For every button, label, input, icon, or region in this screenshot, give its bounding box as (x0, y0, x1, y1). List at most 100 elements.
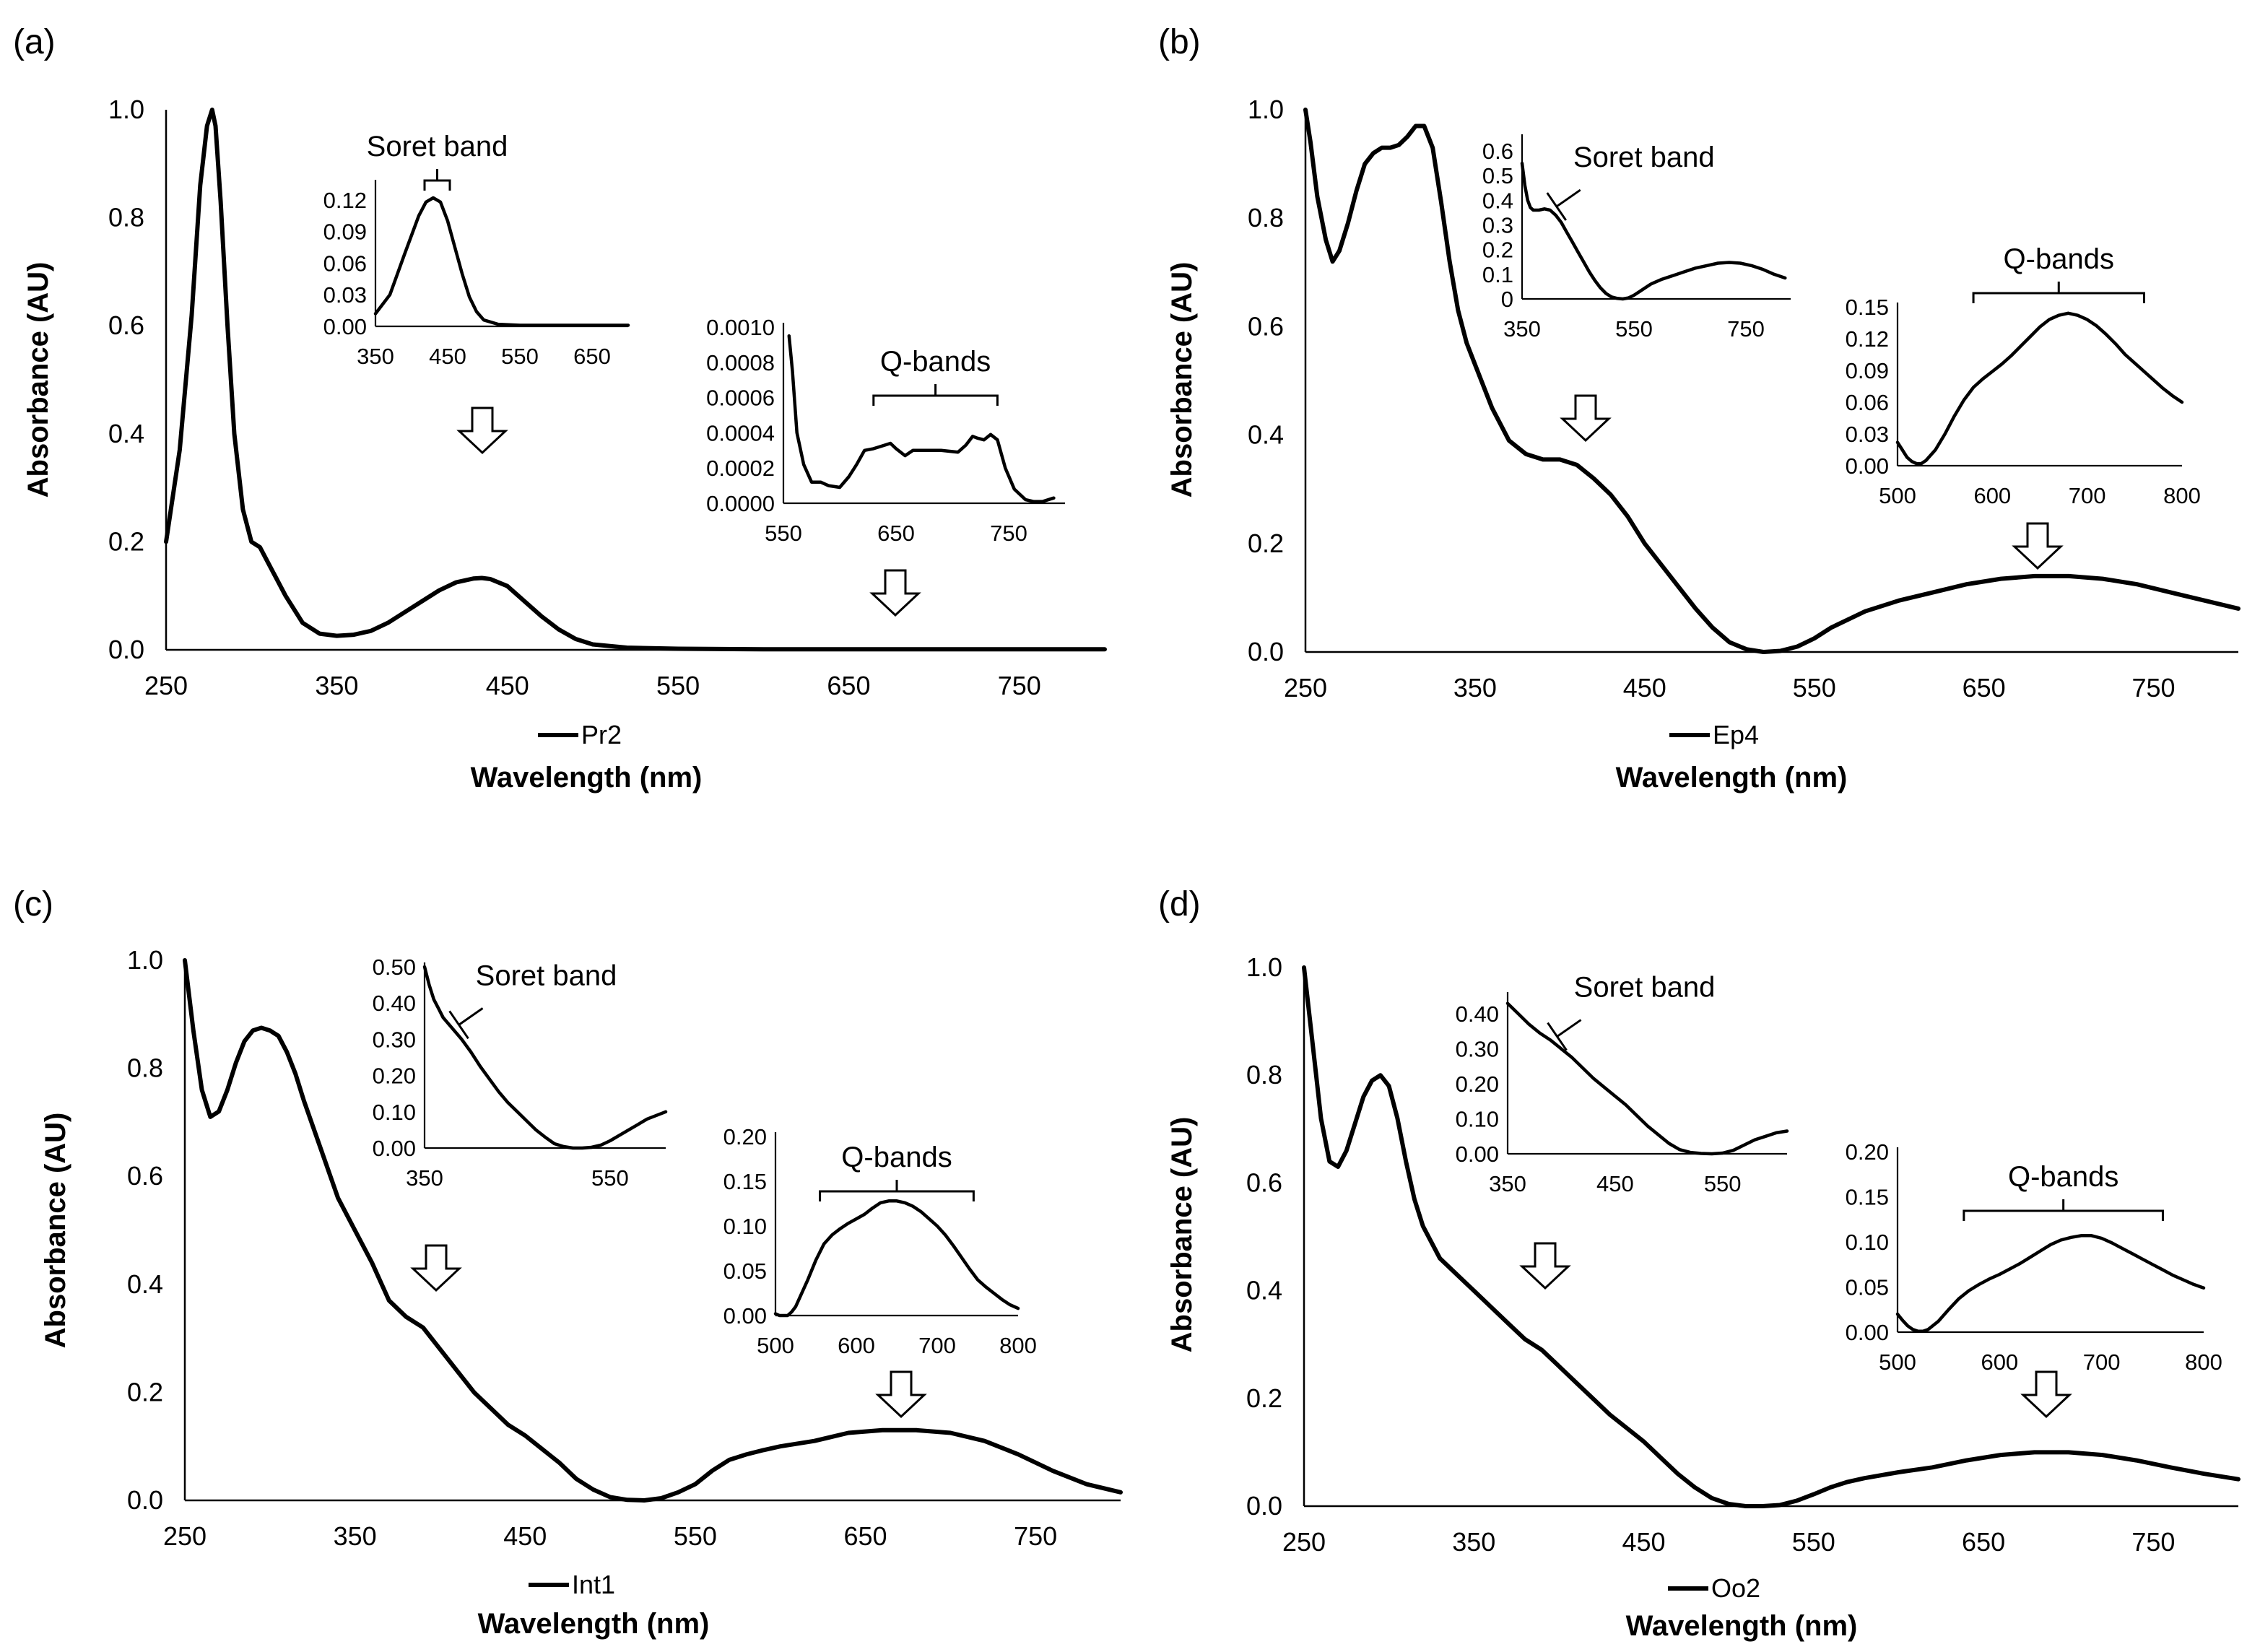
x-tick-label: 750 (2131, 1527, 2175, 1557)
inset-y-tick-label: 0.00 (373, 1136, 416, 1161)
y-axis-title: Absorbance (AU) (22, 262, 54, 498)
x-tick-label: 750 (998, 671, 1041, 700)
x-tick-label: 450 (503, 1521, 547, 1551)
inset-y-tick-label: 0.03 (1846, 422, 1889, 447)
x-tick-label: 750 (1014, 1521, 1057, 1551)
y-tick-label: 0.4 (1246, 1276, 1282, 1305)
series-line-Pr2 (164, 108, 1107, 652)
y-tick-label: 0.2 (127, 1377, 163, 1407)
inset-y-tick-label: 0.06 (323, 251, 367, 276)
inset-y-tick-label: 0.00 (1846, 453, 1889, 479)
inset-y-tick-label: 0.00 (1456, 1142, 1499, 1167)
inset-y-tick-label: 0.0008 (706, 350, 775, 375)
inset-y-tick-label: 0.2 (1482, 238, 1513, 263)
series-line-Ep4 (1303, 108, 2241, 654)
inset-annotation: Soret band (476, 960, 617, 991)
inset-y-tick-label: 0.50 (373, 955, 416, 980)
inset-y-tick-label: 0.20 (1846, 1139, 1889, 1165)
panel-d: (d) 0.0 0.2 0.4 0.6 0.8 1.0 250 350 450 550 650 750 O… (1158, 885, 2241, 1642)
y-tick-label: 0.2 (108, 526, 144, 556)
inset-annotation: Q-bands (2004, 243, 2114, 275)
inset-x-tick-label: 350 (406, 1165, 443, 1191)
inset-x-tick-label: 500 (1879, 483, 1916, 508)
bracket (1547, 1019, 1582, 1051)
y-axis-title: Absorbance (AU) (1166, 1117, 1198, 1353)
down-arrow-icon (1519, 1242, 1571, 1290)
inset-y-tick-label: 0.20 (373, 1064, 416, 1089)
inset-curve (1520, 161, 1787, 301)
x-tick-label: 550 (674, 1521, 717, 1551)
y-tick-label: 1.0 (108, 95, 144, 124)
y-tick-label: 0.2 (1246, 1383, 1282, 1413)
panel-b: (b) 0.0 0.2 0.4 0.6 0.8 1.0 250 350 450 550 650 750 E… (1158, 23, 2241, 794)
inset-soret: 0.00 0.03 0.06 0.09 0.12 350 450 550 650 Soret ba… (323, 131, 630, 455)
legend-label: Ep4 (1713, 720, 1759, 749)
inset-x-tick-label: 450 (1596, 1171, 1634, 1196)
y-tick-label: 0.4 (108, 419, 144, 448)
inset-q-bands: 0.00 0.05 0.10 0.15 0.20 500 600 700 800 Q-bands (1846, 1139, 2222, 1419)
inset-annotation: Soret band (1573, 142, 1715, 173)
inset-x-tick-label: 550 (765, 521, 802, 546)
inset-curve (373, 196, 630, 327)
inset-q-bands: 0.0000 0.0002 0.0004 0.0006 0.0008 0.0010 550 6… (706, 315, 1065, 617)
x-tick-label: 550 (1793, 673, 1836, 703)
inset-y-tick-label: 0.3 (1482, 213, 1513, 238)
inset-x-tick-label: 700 (918, 1333, 956, 1358)
inset-x-tick-label: 700 (2083, 1349, 2121, 1375)
inset-y-tick-label: 0.10 (723, 1214, 767, 1239)
inset-x-tick-label: 800 (2185, 1349, 2222, 1375)
y-tick-label: 0.4 (127, 1269, 163, 1299)
inset-y-tick-label: 0.20 (723, 1124, 767, 1149)
inset-soret: 0.00 0.10 0.20 0.30 0.40 0.50 350 550 Soret band (373, 955, 668, 1292)
inset-y-tick-label: 0.0002 (706, 456, 775, 481)
inset-y-tick-label: 0.06 (1846, 390, 1889, 415)
x-tick-label: 250 (1282, 1527, 1326, 1557)
inset-annotation: Soret band (367, 131, 508, 162)
down-arrow-icon (1560, 394, 1612, 443)
inset-q-bands: 0.00 0.05 0.10 0.15 0.20 500 600 700 800 Q-bands (723, 1124, 1037, 1419)
inset-y-tick-label: 0 (1501, 287, 1513, 312)
inset-annotation: Q-bands (841, 1142, 952, 1173)
inset-x-tick-label: 800 (999, 1333, 1037, 1358)
panel-label: (b) (1158, 23, 1201, 61)
panel-label: (d) (1158, 885, 1201, 923)
x-tick-label: 350 (1452, 1527, 1495, 1557)
down-arrow-icon (875, 1370, 927, 1419)
x-tick-label: 350 (334, 1521, 377, 1551)
down-arrow-icon (869, 569, 921, 617)
inset-y-tick-label: 0.4 (1482, 188, 1513, 213)
x-tick-label: 650 (1963, 673, 2006, 703)
x-tick-label: 350 (1453, 673, 1497, 703)
inset-y-tick-label: 0.05 (1846, 1275, 1889, 1300)
inset-y-tick-label: 0.09 (1846, 358, 1889, 383)
y-tick-label: 0.8 (127, 1053, 163, 1083)
inset-x-tick-label: 600 (838, 1333, 875, 1358)
inset-x-tick-label: 350 (357, 344, 394, 369)
inset-y-tick-label: 0.0010 (706, 315, 775, 340)
x-tick-label: 650 (1962, 1527, 2005, 1557)
inset-y-tick-label: 0.0004 (706, 420, 775, 445)
series-line-Oo2 (1302, 965, 2241, 1508)
y-tick-label: 0.8 (108, 203, 144, 232)
inset-x-tick-label: 500 (1879, 1349, 1916, 1375)
inset-y-tick-label: 0.0006 (706, 386, 775, 411)
inset-soret: 00.10.20.30.40.50.6 350 550 750 Soret band (1482, 134, 1791, 443)
x-tick-label: 750 (2132, 673, 2176, 703)
y-tick-label: 0.2 (1248, 529, 1284, 558)
down-arrow-icon (2020, 1370, 2072, 1419)
inset-x-tick-label: 600 (1981, 1349, 2018, 1375)
inset-y-tick-label: 0.15 (1846, 295, 1889, 320)
x-tick-label: 450 (486, 671, 529, 700)
bracket (448, 1007, 484, 1040)
x-tick-label: 450 (1623, 673, 1666, 703)
inset-y-tick-label: 0.00 (1846, 1320, 1889, 1345)
inset-x-tick-label: 500 (757, 1333, 794, 1358)
y-axis-title: Absorbance (AU) (1166, 262, 1198, 498)
y-tick-label: 0.8 (1248, 203, 1284, 232)
inset-annotation: Q-bands (2008, 1161, 2118, 1193)
legend-label: Int1 (572, 1570, 615, 1599)
y-axis-title: Absorbance (AU) (40, 1113, 71, 1349)
down-arrow-icon (456, 407, 508, 455)
y-tick-label: 0.0 (1246, 1491, 1282, 1521)
inset-curve (773, 1199, 1020, 1318)
